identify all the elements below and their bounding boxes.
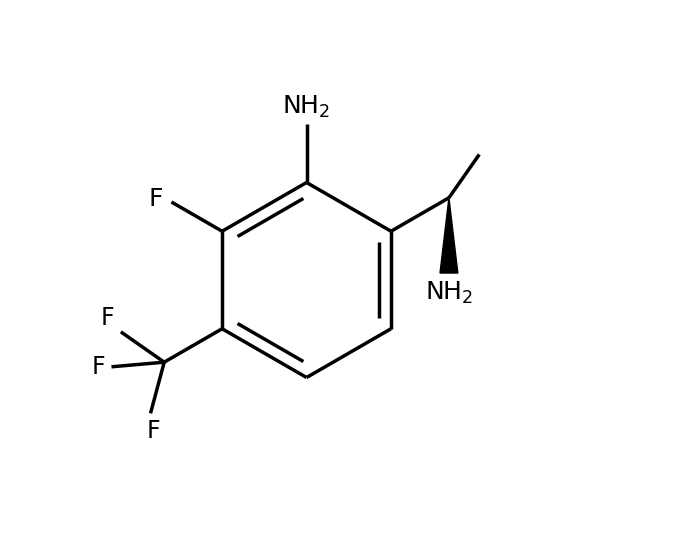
Text: NH$_2$: NH$_2$ (282, 94, 330, 119)
Text: F: F (146, 419, 160, 443)
Text: F: F (149, 187, 163, 211)
Text: F: F (101, 306, 114, 330)
Text: F: F (91, 355, 105, 379)
Polygon shape (440, 198, 458, 273)
Text: NH$_2$: NH$_2$ (425, 280, 473, 306)
